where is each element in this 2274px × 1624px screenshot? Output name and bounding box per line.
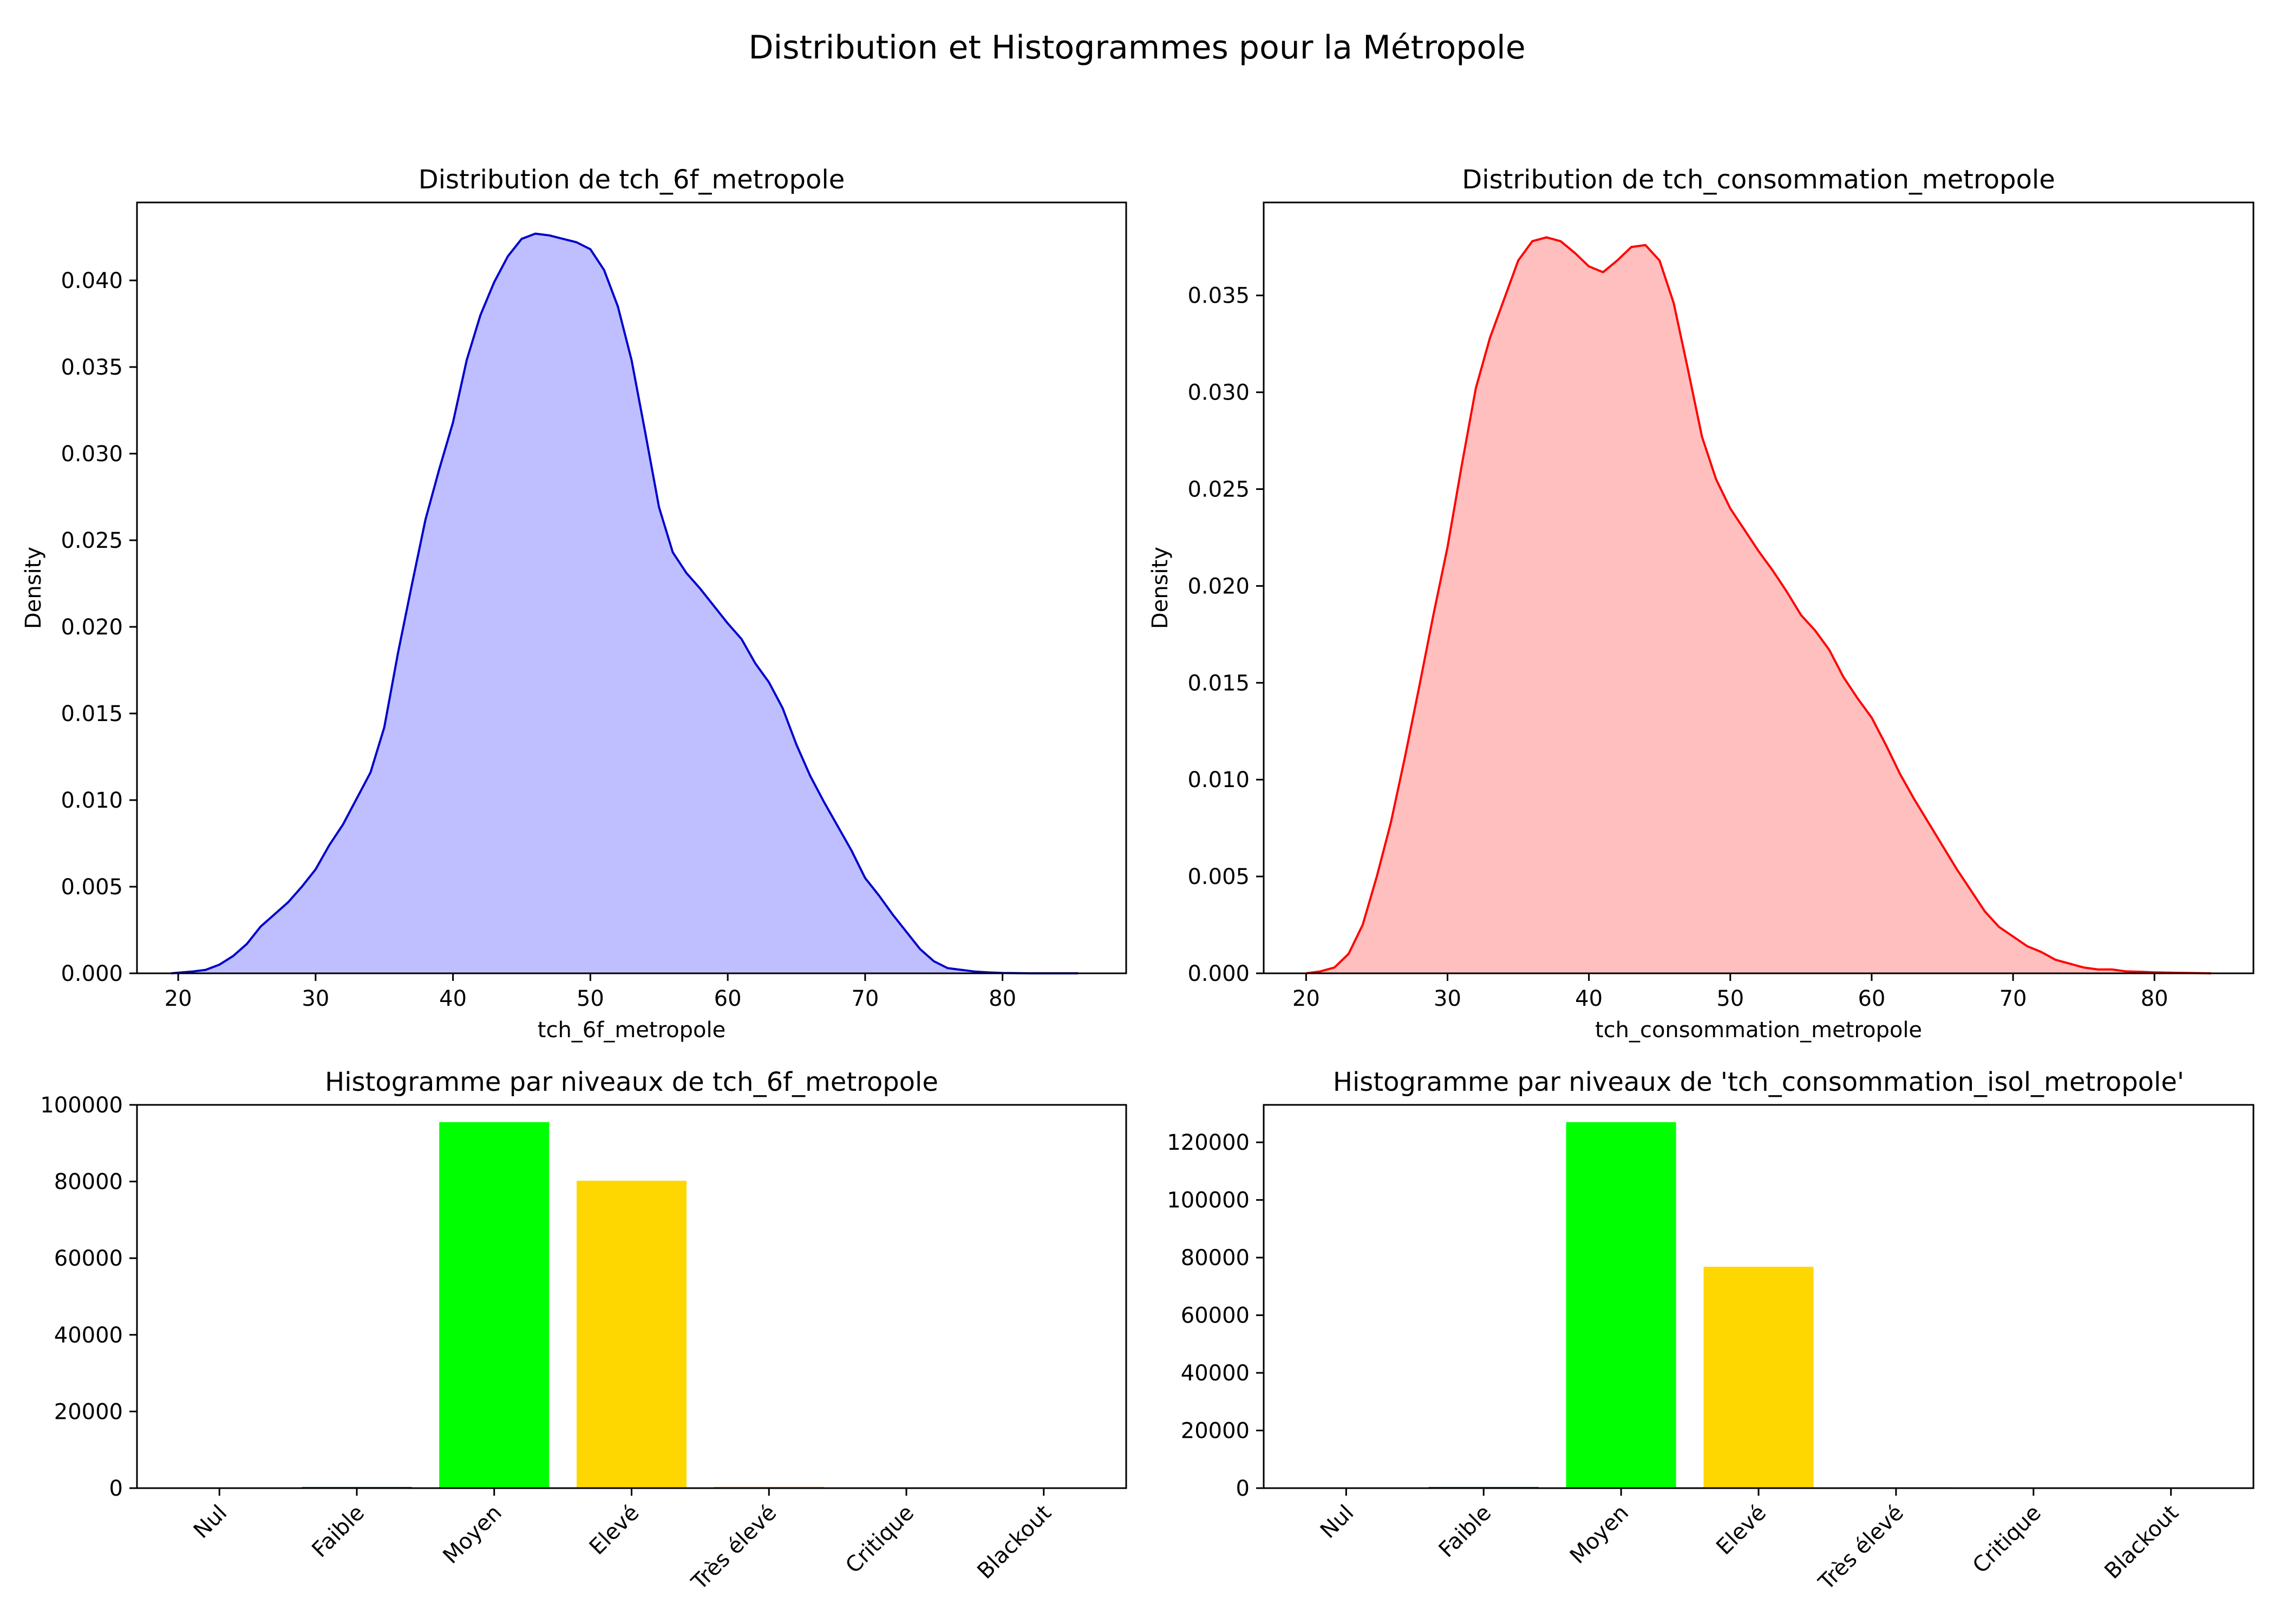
x-tick-label: Elevé [1711,1501,1771,1560]
y-tick-label: 60000 [54,1246,123,1271]
y-tick-label: 20000 [54,1399,123,1424]
y-tick-label: 40000 [1181,1361,1250,1386]
x-tick-label: 70 [851,986,879,1011]
y-tick-label: 40000 [54,1323,123,1348]
chart-1: Distribution de tch_6f_metropole 20 30 40 50… [21,165,1127,1043]
x-tick-label: Blackout [2100,1501,2183,1584]
x-tick-label: Elevé [585,1501,644,1560]
y-tick-label: 0.005 [61,875,123,900]
y-tick-label: 0.020 [61,615,123,640]
x-tick-label: Très élevé [1814,1501,1909,1595]
x-tick-label: Critique [841,1501,919,1579]
x-tick-label: Critique [1968,1501,2046,1579]
x-tick-label: 60 [1858,986,1885,1011]
y-tick-label: 0.035 [61,355,123,380]
x-tick-label: 40 [439,986,467,1011]
x-tick-label: Moyen [1565,1501,1633,1569]
y-tick-label: 0.020 [1187,574,1250,599]
x-tick-label: Faible [1434,1501,1497,1563]
x-tick-label: 40 [1575,986,1603,1011]
y-tick-label: 0.025 [1187,477,1250,502]
x-axis-label: tch_6f_metropole [538,1018,726,1043]
y-tick-label: 100000 [1167,1188,1250,1213]
bar-moyen [439,1122,550,1488]
x-tick-label: 30 [1434,986,1461,1011]
y-tick-label: 0 [109,1476,123,1501]
plot-frame [136,1104,1127,1489]
x-tick-label: 20 [165,986,192,1011]
x-tick-label: Moyen [439,1501,507,1569]
density-line [1306,236,2211,974]
x-tick-label: 70 [1999,986,2027,1011]
y-tick-label: 80000 [54,1170,123,1195]
x-tick-label: 80 [989,986,1016,1011]
y-tick-label: 0.015 [1187,671,1250,696]
x-tick-label: Blackout [972,1501,1056,1584]
x-tick-label: 50 [577,986,604,1011]
y-tick-label: 60000 [1181,1304,1250,1328]
chart-4: Histogramme par niveaux de 'tch_consomma… [1167,1067,2255,1595]
y-tick-label: 80000 [1181,1246,1250,1271]
y-tick-label: 0.000 [1187,961,1250,986]
y-tick-label: 0.040 [61,269,123,293]
chart-3: Histogramme par niveaux de tch_6f_metrop… [40,1067,1127,1595]
y-axis-label: Density [21,547,46,629]
plot-frame [1263,1104,2255,1489]
chart-title: Histogramme par niveaux de tch_6f_metrop… [325,1067,938,1097]
bar-moyen [1566,1122,1676,1488]
x-tick-label: 20 [1292,986,1320,1011]
y-tick-label: 0.035 [1187,284,1250,309]
x-axis-label: tch_consommation_metropole [1595,1018,1922,1043]
density-fill [171,233,1079,974]
y-axis-label: Density [1148,547,1173,629]
plot-frame [136,201,1127,974]
y-tick-label: 120000 [1167,1130,1250,1155]
y-tick-label: 0 [1236,1476,1250,1501]
bar-elevé [577,1181,687,1488]
y-tick-label: 20000 [1181,1419,1250,1444]
x-tick-label: Très élevé [687,1501,781,1595]
chart-title: Distribution de tch_consommation_metropo… [1462,165,2055,195]
plot-frame [1263,201,2255,974]
chart-2: Distribution de tch_consommation_metropo… [1148,165,2255,1043]
density-fill [1306,237,2211,974]
density-line [171,232,1079,974]
y-tick-label: 100000 [40,1093,123,1118]
figure-title: Distribution et Histogrammes pour la Mét… [748,29,1525,67]
bar-elevé [1703,1267,1814,1488]
x-tick-label: Nul [189,1501,232,1543]
x-tick-label: Nul [1316,1501,1358,1543]
y-tick-label: 0.005 [1187,865,1250,889]
chart-title: Distribution de tch_6f_metropole [419,165,845,195]
y-tick-label: 0.030 [61,442,123,467]
y-tick-label: 0.025 [61,528,123,553]
x-tick-label: 60 [714,986,742,1011]
y-tick-label: 0.015 [61,702,123,726]
y-tick-label: 0.000 [61,961,123,986]
y-tick-label: 0.010 [1187,768,1250,793]
x-tick-label: 30 [302,986,329,1011]
y-tick-label: 0.030 [1187,381,1250,405]
y-tick-label: 0.010 [61,788,123,813]
chart-title: Histogramme par niveaux de 'tch_consomma… [1333,1067,2184,1097]
x-tick-label: Faible [307,1501,369,1563]
x-tick-label: 80 [2141,986,2168,1011]
x-tick-label: 50 [1716,986,1744,1011]
